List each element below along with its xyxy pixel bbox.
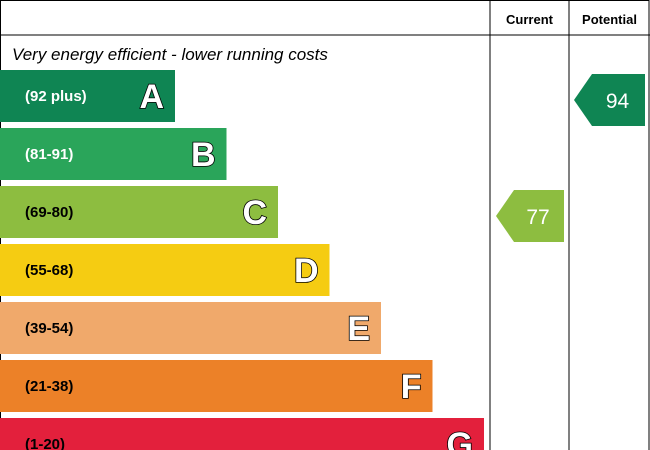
band-b-range-label: (81-91) — [25, 146, 73, 163]
band-b-bar — [0, 128, 227, 180]
band-f-bar — [0, 360, 433, 412]
current-rating-marker — [496, 190, 564, 242]
band-a-range-label: (92 plus) — [25, 88, 87, 105]
current-column-header: Current — [506, 12, 554, 27]
band-d-letter: D — [294, 252, 319, 290]
band-c-bar — [0, 186, 278, 238]
band-g-letter: G — [447, 426, 473, 450]
band-g-bar — [0, 418, 484, 450]
band-e-bar — [0, 302, 381, 354]
rating-markers: 77 94 — [496, 74, 645, 242]
band-f-letter: F — [401, 368, 422, 406]
potential-column-header: Potential — [582, 12, 637, 27]
band-g-range-label: (1-20) — [25, 436, 65, 450]
band-d-range-label: (55-68) — [25, 262, 73, 279]
band-e-range-label: (39-54) — [25, 320, 73, 337]
band-e-letter: E — [347, 310, 370, 348]
band-b-letter: B — [191, 136, 216, 174]
band-c-letter: C — [242, 194, 267, 232]
band-d-bar — [0, 244, 330, 296]
potential-rating-marker — [574, 74, 645, 126]
current-rating-value: 77 — [526, 206, 549, 229]
band-c-range-label: (69-80) — [25, 204, 73, 221]
band-f-range-label: (21-38) — [25, 378, 73, 395]
band-a-bar — [0, 70, 175, 122]
rating-bands: (92 plus) A (81-91) B (69-80) C (55-68) D (39-54… — [0, 70, 484, 450]
potential-rating-value: 94 — [606, 90, 630, 113]
band-a-letter: A — [139, 78, 164, 116]
chart-subtitle: Very energy efficient - lower running co… — [12, 45, 328, 64]
